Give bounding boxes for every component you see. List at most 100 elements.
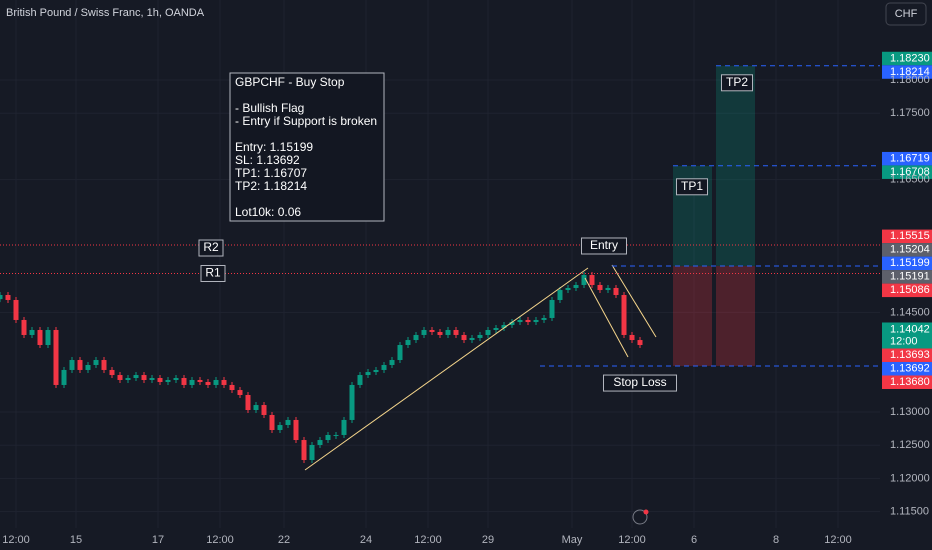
candle xyxy=(405,340,411,346)
replay-icon[interactable] xyxy=(632,509,649,525)
candle xyxy=(477,334,483,338)
candle xyxy=(69,360,75,370)
level-tag-box xyxy=(603,374,677,392)
candle xyxy=(381,364,387,370)
candle xyxy=(45,330,51,346)
y-tick-label: 1.13000 xyxy=(890,406,930,418)
candle xyxy=(349,384,355,420)
note-line: - Entry if Support is broken xyxy=(235,114,377,128)
candle xyxy=(53,330,59,385)
candle xyxy=(597,284,603,291)
candle xyxy=(29,330,35,335)
price-label-box xyxy=(882,165,932,179)
candle xyxy=(429,330,435,332)
candle xyxy=(149,378,155,380)
note-line: - Bullish Flag xyxy=(235,101,304,115)
y-tick-label: 1.11500 xyxy=(890,506,929,518)
candle xyxy=(453,330,459,335)
price-label-box xyxy=(882,51,932,66)
candle xyxy=(245,395,251,411)
x-tick-label: May xyxy=(562,534,583,546)
overlays: R2 R1 Entry Stop Loss TP1 TP2 GBPCHF - Buy Sto… xyxy=(0,51,932,392)
x-tick-label: 24 xyxy=(360,534,372,546)
candle xyxy=(157,378,163,382)
candle xyxy=(117,375,123,380)
candle xyxy=(237,390,243,396)
candle xyxy=(0,295,3,300)
y-tick-label: 1.18000 xyxy=(890,74,930,86)
price-label-box xyxy=(882,375,932,389)
candle xyxy=(13,299,19,320)
candle xyxy=(293,419,299,441)
chart-title: British Pound / Swiss Franc, 1h, OANDA xyxy=(6,7,205,19)
price-label: 1.13693 xyxy=(890,349,930,361)
candle xyxy=(525,319,531,323)
level-tag: R2 xyxy=(203,240,219,254)
x-tick-label: 22 xyxy=(278,534,290,546)
x-tick-label: 8 xyxy=(773,534,779,546)
price-label-box xyxy=(882,348,932,362)
price-label-box xyxy=(882,229,932,244)
candle xyxy=(221,379,227,385)
note-line: SL: 1.13692 xyxy=(235,153,300,167)
flag-line xyxy=(584,277,629,358)
candle xyxy=(37,330,43,346)
note-box xyxy=(229,72,385,222)
price-label: 1.16719 xyxy=(890,153,930,165)
y-tick-label: 1.14500 xyxy=(890,306,930,318)
x-tick-label: 17 xyxy=(152,534,164,546)
note-line: Entry: 1.15199 xyxy=(235,140,313,154)
candle xyxy=(333,434,339,436)
candle xyxy=(605,287,611,291)
candle xyxy=(213,379,219,385)
loss-zone xyxy=(673,265,712,367)
candle xyxy=(109,369,115,376)
candle xyxy=(309,445,315,461)
price-label: 1.15515 xyxy=(890,230,930,242)
price-label-box xyxy=(882,256,932,271)
candle xyxy=(517,319,523,323)
candle xyxy=(61,369,67,385)
candle xyxy=(125,378,131,380)
price-label: 1.15191 xyxy=(890,271,930,283)
candle xyxy=(253,405,259,411)
candle xyxy=(325,434,331,441)
candle xyxy=(373,369,379,373)
price-label: 1.18230 xyxy=(890,52,930,64)
candle xyxy=(637,340,643,346)
price-label: 1.14042 xyxy=(890,323,930,335)
y-tick-label: 1.17500 xyxy=(890,107,930,119)
candle xyxy=(557,290,563,300)
candle xyxy=(269,414,275,430)
candle xyxy=(389,360,395,365)
candle xyxy=(533,319,539,323)
y-tick-label: 1.12500 xyxy=(890,439,930,451)
level-tag: TP2 xyxy=(726,75,748,89)
price-label: 1.13680 xyxy=(890,376,930,388)
price-label-box xyxy=(882,283,932,298)
currency-button[interactable] xyxy=(885,2,927,26)
candle xyxy=(21,319,27,335)
candle xyxy=(629,334,635,341)
candle xyxy=(397,345,403,361)
candle xyxy=(357,375,363,385)
trend-line xyxy=(304,267,589,471)
candle xyxy=(573,284,579,288)
note-line: Lot10k: 0.06 xyxy=(235,205,301,219)
loss-zone xyxy=(716,265,755,367)
candle xyxy=(165,379,171,382)
candle xyxy=(461,334,467,341)
x-tick-label: 29 xyxy=(482,534,494,546)
candle xyxy=(181,378,187,385)
candle xyxy=(485,330,491,335)
level-tag: Entry xyxy=(590,238,618,252)
level-tag: R1 xyxy=(205,266,221,280)
flag-line xyxy=(611,264,657,338)
candle xyxy=(445,330,451,335)
x-tick-label: 12:00 xyxy=(206,534,234,546)
price-label-box xyxy=(882,151,932,166)
level-tag: TP1 xyxy=(681,179,703,193)
note-line: TP2: 1.18214 xyxy=(235,179,307,193)
